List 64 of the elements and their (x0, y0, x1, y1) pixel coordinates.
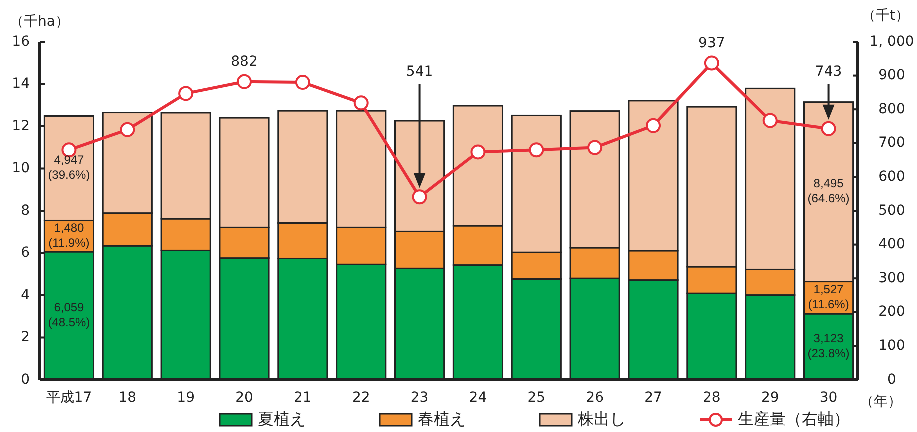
y2-tick-label: 600 (878, 169, 906, 186)
x-tick-label: 24 (469, 390, 488, 406)
y-tick-label: 12 (12, 118, 30, 134)
y2-tick-label: 0 (888, 372, 896, 388)
annotation: 1,480 (11.9%) (48, 221, 90, 250)
y2-tick-label: 1, 000 (870, 34, 914, 50)
point (762, 113, 778, 128)
legend-label: 春植え (418, 409, 466, 428)
y-tick-label: 4 (21, 287, 30, 304)
point (412, 190, 428, 205)
x-tick-label: 27 (644, 390, 662, 406)
y-tick-label: 16 (12, 34, 30, 50)
x-tick-label: 29 (761, 390, 780, 406)
data-label: 541 (406, 64, 434, 80)
point (354, 96, 369, 111)
y-tick-label: 8 (21, 202, 30, 219)
point (529, 142, 544, 158)
point (120, 122, 136, 138)
y-tick-label: 2 (21, 330, 30, 346)
x-tick-label: 平成17 (46, 390, 92, 406)
x-tick-label: 19 (177, 390, 195, 406)
x-tick-label: 21 (294, 390, 312, 406)
x-tick-label: 25 (528, 390, 546, 406)
legend-label: 生産量（右軸） (738, 409, 850, 428)
point (821, 121, 836, 136)
y2-tick-label: 700 (878, 135, 906, 152)
y2-tick-label: 800 (878, 101, 906, 118)
y-tick-label: 6 (21, 245, 30, 262)
legend-label: 夏植え (258, 409, 306, 428)
point (237, 74, 252, 90)
point (588, 140, 603, 156)
y2-tick-label: 900 (878, 68, 906, 84)
annotation: 8,495 (64.6%) (808, 176, 850, 206)
y-tick-label: 14 (12, 76, 30, 92)
annotation: 6,059 (48.5%) (48, 300, 90, 330)
annotation: 3,123 (23.8%) (808, 332, 850, 361)
data-label: 743 (815, 64, 842, 80)
y2-tick-label: 300 (878, 270, 906, 286)
x-tick-label: 30 (820, 390, 838, 406)
x-tick-label: 20 (236, 390, 254, 406)
data-label: 937 (698, 35, 726, 52)
y-tick-label: 0 (21, 372, 30, 388)
point (704, 56, 720, 71)
y2-tick-label: 100 (878, 338, 906, 354)
annotation: 4,947 (39.6%) (48, 153, 90, 182)
y-axis-title: （千ha） (10, 14, 70, 30)
x-axis-title: （年） (860, 394, 902, 410)
legend-label: 株出し (577, 409, 626, 428)
point (646, 118, 661, 134)
y2-axis-title: （千t） (862, 8, 910, 24)
y-tick-label: 10 (12, 160, 30, 177)
x-tick-label: 18 (118, 390, 137, 406)
y2-tick-label: 200 (878, 304, 906, 320)
y2-tick-label: 500 (878, 202, 906, 219)
point (178, 86, 194, 102)
data-label: 882 (231, 54, 258, 70)
x-tick-label: 26 (586, 390, 604, 406)
x-tick-label: 23 (410, 390, 429, 406)
point (470, 144, 486, 160)
annotation: 1,527 (11.6%) (808, 282, 850, 312)
x-tick-label: 28 (703, 390, 721, 406)
y2-tick-label: 400 (878, 236, 906, 253)
x-tick-label: 22 (352, 390, 370, 406)
point (295, 75, 310, 90)
